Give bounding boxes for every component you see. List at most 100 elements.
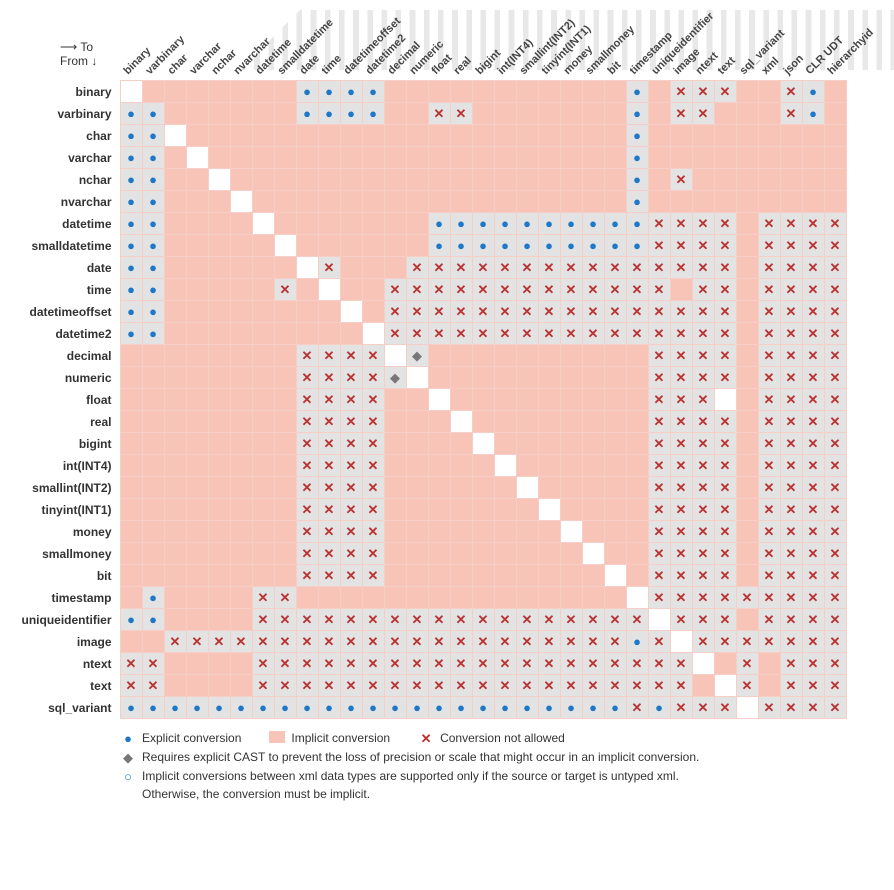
matrix-cell <box>604 455 626 477</box>
matrix-cell <box>428 433 450 455</box>
matrix-cell: ✕ <box>802 455 824 477</box>
matrix-cell: ● <box>516 235 538 257</box>
matrix-cell: ✕ <box>560 675 582 697</box>
matrix-cell <box>208 125 230 147</box>
matrix-cell <box>428 477 450 499</box>
matrix-cell <box>758 103 780 125</box>
matrix-cell: ✕ <box>538 257 560 279</box>
matrix-cell: ✕ <box>736 587 758 609</box>
matrix-cell: ✕ <box>824 587 846 609</box>
matrix-cell <box>472 433 494 455</box>
matrix-cell <box>736 389 758 411</box>
matrix-cell <box>274 323 296 345</box>
matrix-cell: ✕ <box>252 675 274 697</box>
matrix-cell: ✕ <box>780 213 802 235</box>
matrix-cell <box>120 499 142 521</box>
matrix-cell <box>296 279 318 301</box>
legend-circle: Implicit conversions between xml data ty… <box>142 769 679 783</box>
matrix-cell: ✕ <box>362 411 384 433</box>
matrix-cell: ✕ <box>780 543 802 565</box>
matrix-cell <box>692 191 714 213</box>
matrix-cell <box>252 103 274 125</box>
matrix-cell <box>516 565 538 587</box>
matrix-cell <box>230 301 252 323</box>
matrix-cell: ✕ <box>670 81 692 103</box>
matrix-cell: ✕ <box>692 279 714 301</box>
matrix-cell <box>318 279 340 301</box>
matrix-cell: ✕ <box>538 675 560 697</box>
matrix-cell: ✕ <box>406 301 428 323</box>
matrix-cell <box>560 345 582 367</box>
matrix-cell <box>186 587 208 609</box>
matrix-cell <box>208 345 230 367</box>
row-label: time <box>0 279 120 301</box>
matrix-cell <box>670 279 692 301</box>
matrix-cell: ✕ <box>802 323 824 345</box>
matrix-cell: ✕ <box>538 609 560 631</box>
matrix-cell <box>384 81 406 103</box>
matrix-cell: ✕ <box>406 675 428 697</box>
matrix-cell <box>604 125 626 147</box>
matrix-cell: ✕ <box>802 367 824 389</box>
matrix-cell <box>164 125 186 147</box>
matrix-cell <box>164 323 186 345</box>
matrix-cell <box>516 147 538 169</box>
matrix-cell: ✕ <box>670 257 692 279</box>
matrix-cell <box>252 411 274 433</box>
matrix-cell: ● <box>120 323 142 345</box>
matrix-cell <box>582 103 604 125</box>
matrix-cell <box>494 455 516 477</box>
matrix-cell: ✕ <box>648 521 670 543</box>
matrix-cell <box>582 433 604 455</box>
matrix-cell <box>604 499 626 521</box>
matrix-cell: ✕ <box>318 653 340 675</box>
matrix-cell <box>406 235 428 257</box>
matrix-cell: ✕ <box>340 521 362 543</box>
matrix-cell <box>384 389 406 411</box>
matrix-cell: ✕ <box>780 697 802 719</box>
matrix-cell: ● <box>142 301 164 323</box>
matrix-cell: ✕ <box>648 675 670 697</box>
matrix-cell: ✕ <box>472 631 494 653</box>
matrix-cell <box>472 147 494 169</box>
matrix-cell <box>472 125 494 147</box>
matrix-cell <box>824 125 846 147</box>
matrix-cell: ✕ <box>714 257 736 279</box>
matrix-cell: ✕ <box>824 697 846 719</box>
row-label: sql_variant <box>0 697 120 719</box>
matrix-cell: ✕ <box>450 675 472 697</box>
matrix-cell: ● <box>142 147 164 169</box>
matrix-cell: ✕ <box>296 521 318 543</box>
matrix-cell <box>516 191 538 213</box>
matrix-cell <box>208 323 230 345</box>
matrix-cell <box>362 169 384 191</box>
matrix-cell: ✕ <box>670 477 692 499</box>
matrix-cell: ✕ <box>692 697 714 719</box>
matrix-cell: ✕ <box>340 367 362 389</box>
matrix-cell: ● <box>582 213 604 235</box>
matrix-cell <box>384 433 406 455</box>
matrix-cell <box>714 169 736 191</box>
matrix-cell: ● <box>648 697 670 719</box>
matrix-cell: ✕ <box>758 609 780 631</box>
matrix-cell: ✕ <box>824 279 846 301</box>
matrix-cell: ✕ <box>340 455 362 477</box>
row-label: numeric <box>0 367 120 389</box>
matrix-cell <box>230 455 252 477</box>
matrix-cell: ✕ <box>604 609 626 631</box>
matrix-cell <box>208 565 230 587</box>
matrix-cell: ● <box>120 301 142 323</box>
matrix-cell: ✕ <box>296 565 318 587</box>
matrix-cell <box>406 213 428 235</box>
matrix-cell: ✕ <box>626 279 648 301</box>
matrix-cell: ● <box>340 103 362 125</box>
matrix-cell: ● <box>318 81 340 103</box>
matrix-cell: ● <box>252 697 274 719</box>
matrix-cell: ✕ <box>362 367 384 389</box>
matrix-cell: ● <box>318 697 340 719</box>
matrix-cell <box>538 389 560 411</box>
matrix-cell: ✕ <box>560 653 582 675</box>
matrix-cell <box>164 675 186 697</box>
row-label: money <box>0 521 120 543</box>
matrix-cell: ✕ <box>824 433 846 455</box>
